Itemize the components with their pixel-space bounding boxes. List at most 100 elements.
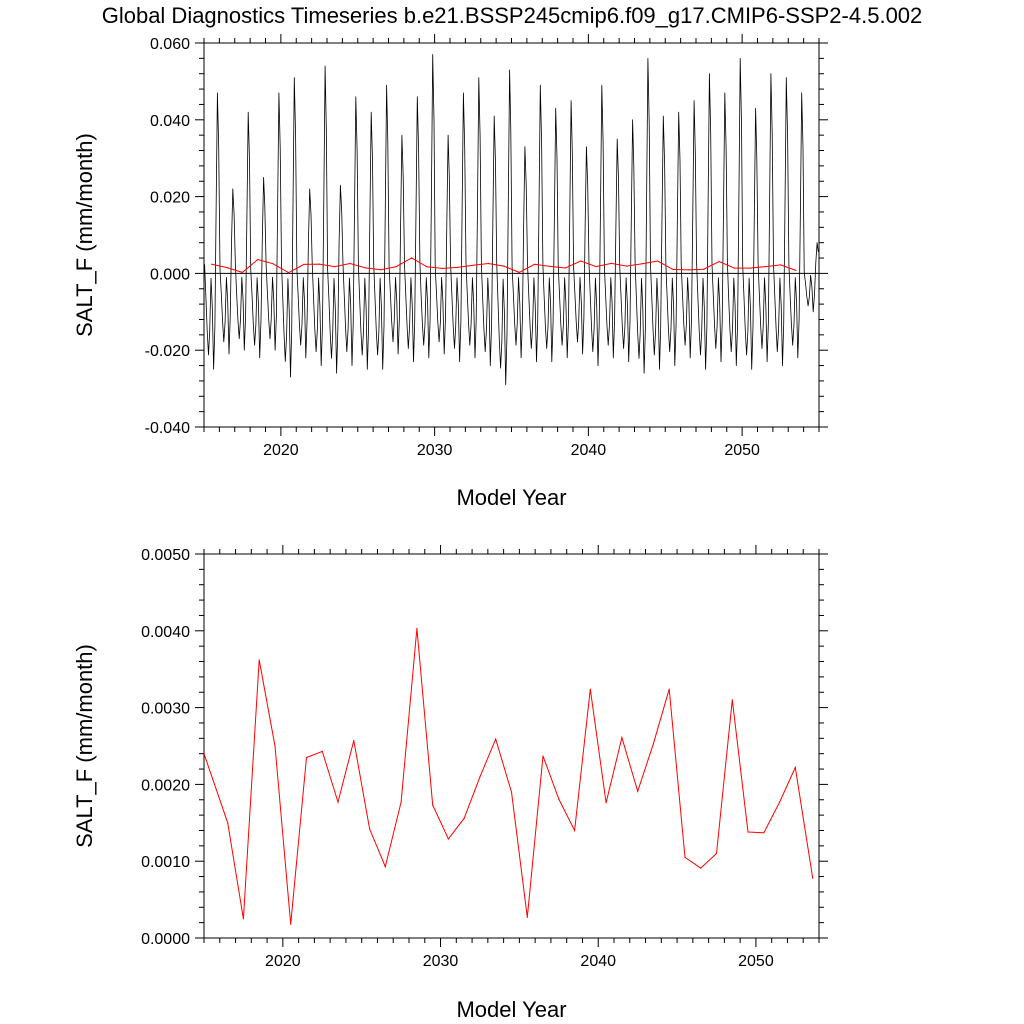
annual-mean-point	[441, 267, 443, 269]
x-axis-title: Model Year	[456, 485, 566, 510]
y-tick-label: 0.0010	[141, 854, 190, 871]
data-layer	[204, 627, 814, 925]
annual-mean-point	[380, 269, 382, 271]
annual-mean-point	[779, 801, 781, 803]
annual-mean-point	[303, 263, 305, 265]
annual-mean-point	[272, 263, 274, 265]
annual-mean-point	[687, 269, 689, 271]
annual-mean-point	[226, 267, 228, 269]
annual-mean-point	[241, 271, 243, 273]
annual-mean-point	[510, 791, 513, 793]
x-tick-label: 2030	[423, 953, 459, 970]
annual-mean-point	[400, 801, 402, 803]
y-tick-label: -0.040	[145, 420, 190, 437]
annual-mean-point	[334, 266, 336, 268]
plot-frame	[203, 553, 820, 939]
annual-mean-point	[668, 688, 670, 690]
annual-mean-point	[749, 267, 751, 269]
annual-mean-point	[652, 743, 655, 745]
annual-mean-point	[621, 737, 623, 739]
annual-mean-point	[534, 263, 536, 265]
x-tick-label: 2030	[417, 442, 453, 459]
annual-mean-point	[242, 918, 244, 920]
annual-mean-point	[321, 750, 323, 753]
annual-mean-point	[589, 688, 591, 690]
x-tick-label: 2040	[571, 442, 607, 459]
annual-mean-point	[763, 832, 765, 834]
x-axis-title: Model Year	[456, 997, 566, 1022]
annual-mean-point	[542, 755, 544, 757]
annual-mean-point	[558, 798, 560, 800]
annual-mean-point	[684, 856, 686, 859]
annual-mean-point	[747, 831, 749, 833]
annual-mean-point	[395, 266, 397, 268]
annual-mean-point	[479, 776, 481, 778]
x-tick-label: 2040	[580, 953, 616, 970]
annual-mean-point	[733, 267, 736, 269]
annual-mean-point	[495, 738, 497, 740]
y-tick-label: 0.040	[150, 113, 190, 130]
annual-mean-point	[447, 838, 449, 840]
y-tick-label: 0.0020	[141, 777, 190, 794]
annual-mean-point	[353, 740, 355, 742]
x-tick-label: 2050	[738, 953, 774, 970]
annual-mean-point	[580, 260, 582, 262]
annual-mean-point	[349, 262, 351, 265]
annual-mean-point	[364, 267, 366, 269]
y-tick-label: 0.0050	[141, 547, 190, 564]
annual-mean-point	[595, 266, 597, 268]
annual-mean-point	[463, 817, 465, 819]
annual-mean-point	[457, 266, 459, 268]
annual-mean-point	[288, 272, 290, 274]
top-panel: 2020 2030 2040 2050 -0.040 -0.020 0.000 0.020 0.…	[72, 34, 828, 510]
page-title: Global Diagnostics Timeseries b.e21.BSSP…	[101, 3, 923, 28]
annual-mean-point	[227, 822, 229, 824]
annual-mean-point	[703, 268, 705, 270]
annual-mean-point	[794, 766, 796, 769]
annual-mean-point	[526, 916, 528, 918]
annual-mean-point	[487, 262, 489, 265]
annual-mean-series-line	[211, 257, 797, 274]
monthly-series-line	[204, 54, 819, 386]
annual-mean-point	[432, 804, 434, 806]
annual-mean-point	[518, 271, 520, 273]
annual-mean-series-line	[204, 628, 814, 925]
annual-mean-point	[258, 659, 260, 661]
y-axis-title: SALT_F (mm/month)	[72, 644, 97, 848]
annual-mean-point	[290, 923, 292, 925]
annual-mean-point	[715, 852, 718, 855]
annual-mean-point	[305, 756, 308, 759]
annual-mean-point	[472, 264, 474, 266]
annual-mean-point	[257, 258, 259, 261]
annual-mean-point	[204, 753, 205, 755]
annual-mean-point	[812, 877, 814, 879]
annual-mean-point	[369, 828, 371, 830]
annual-mean-point	[384, 866, 386, 868]
annual-mean-point	[211, 263, 213, 265]
y-tick-label: -0.020	[145, 343, 190, 360]
annual-mean-point	[626, 265, 628, 267]
x-tick-label: 2020	[265, 953, 301, 970]
y-tick-label: 0.000	[150, 266, 190, 283]
y-tick-label: 0.060	[150, 36, 190, 53]
annual-mean-point	[637, 790, 639, 792]
x-tick-label: 2020	[263, 442, 299, 459]
y-axis-title: SALT_F (mm/month)	[72, 133, 97, 337]
y-tick-label: 0.020	[150, 190, 190, 207]
annual-mean-point	[780, 264, 782, 266]
annual-mean-point	[641, 263, 643, 265]
annual-mean-point	[657, 260, 659, 262]
annual-mean-point	[564, 267, 566, 269]
bottom-panel: 2020 2030 2040 2050 0.0000 0.0010 0.0020 0.0030…	[72, 545, 828, 1022]
annual-mean-point	[795, 269, 797, 271]
x-tick-label: 2050	[724, 442, 760, 459]
annual-mean-point	[764, 266, 766, 268]
annual-mean-point	[605, 802, 607, 804]
annual-mean-point	[718, 260, 720, 263]
annual-mean-point	[274, 745, 276, 747]
annual-mean-point	[503, 265, 505, 267]
y-tick-label: 0.0030	[141, 701, 190, 718]
annual-mean-point	[574, 829, 576, 832]
annual-mean-point	[318, 263, 320, 265]
